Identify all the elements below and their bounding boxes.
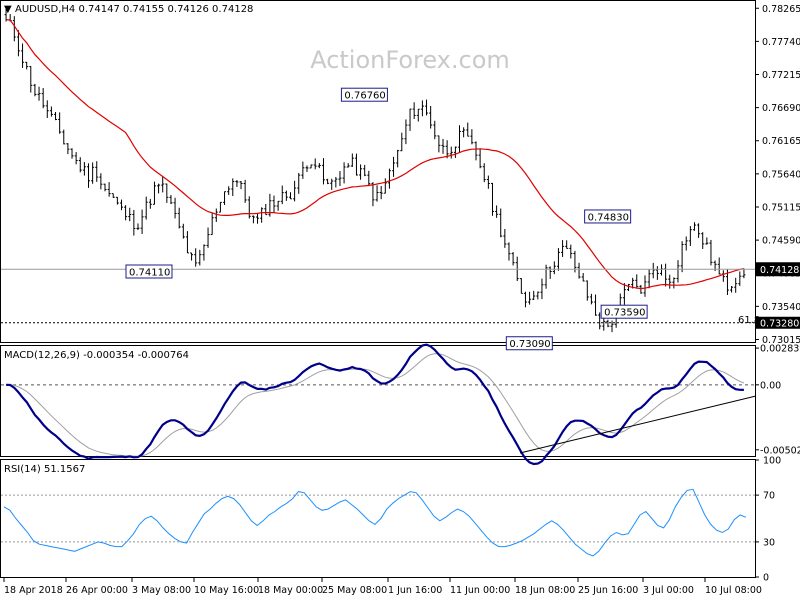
time-tick-label: 25 Jun 16:00 <box>578 585 638 596</box>
price-title-icon: ▼ <box>4 4 12 15</box>
price-tick-label: 0.76690 <box>762 103 800 114</box>
price-tick-label: 0.74590 <box>762 236 800 247</box>
watermark: ActionForex.com <box>310 46 510 74</box>
macd-line <box>6 343 744 466</box>
macd-tick-label: 0.002839 <box>760 344 800 355</box>
price-pane-frame <box>0 0 756 343</box>
price-layer: 0.76760 0.74110 0.74830 0.73590 0.73090 <box>1 7 755 351</box>
price-tick-label: 0.75640 <box>762 169 800 180</box>
fib-price-tag <box>756 316 800 329</box>
rsi-title: RSI(14) 51.1567 <box>4 464 85 475</box>
macd-tick-label: 0.00 <box>760 380 781 391</box>
rsi-tick-label: 0 <box>763 573 769 584</box>
rsi-tick-label: 70 <box>763 491 775 502</box>
annotation-box <box>125 264 173 279</box>
rsi-layer <box>1 488 755 557</box>
annotation-label: 0.73090 <box>509 339 550 350</box>
fib-price-label: 0.73280 <box>760 318 799 329</box>
price-tick-label: 0.73015 <box>762 335 800 346</box>
price-tick-label: 0.77215 <box>762 70 800 81</box>
rsi-tick-label: 100 <box>763 456 781 467</box>
macd-trendline <box>519 395 757 454</box>
annotation-box <box>340 87 388 102</box>
rsi-tick-label: 30 <box>763 537 775 548</box>
price-tick-label: 0.76165 <box>762 136 800 147</box>
time-tick-label: 3 May 08:00 <box>132 585 191 596</box>
macd-layer <box>1 343 757 466</box>
annotation-box <box>600 304 648 319</box>
time-tick-label: 18 Apr 2018 <box>4 585 63 596</box>
rsi-pane-frame <box>0 459 756 578</box>
annotation-label: 0.76760 <box>344 91 385 102</box>
time-tick-label: 10 Jul 08:00 <box>705 585 762 596</box>
annotation-label: 0.73590 <box>604 308 645 319</box>
fib-level-label: 61.8 <box>738 315 760 326</box>
time-tick-label: 1 Jun 16:00 <box>388 585 442 596</box>
macd-title: MACD(12,26,9) -0.000354 -0.000764 <box>4 350 189 361</box>
current-price-label: 0.74128 <box>760 265 799 276</box>
macd-signal-line <box>6 353 745 457</box>
time-tick-label: 11 Jun 00:00 <box>450 585 510 596</box>
price-tick-label: 0.78265 <box>762 4 800 15</box>
time-tick-label: 18 May 00:00 <box>258 585 323 596</box>
rsi-line <box>3 488 747 557</box>
annotation-box <box>505 336 553 351</box>
time-tick-label: 18 Jun 08:00 <box>515 585 575 596</box>
current-price-tag <box>756 262 800 277</box>
annotation-label: 0.74830 <box>588 212 629 223</box>
time-tick-label: 3 Jul 00:00 <box>643 585 694 596</box>
time-tick-label: 26 Apr 00:00 <box>66 585 128 596</box>
axis-layer: 0.78265 0.77740 0.77215 0.76690 0.76165 0.756… <box>3 4 800 596</box>
time-tick-label: 10 May 16:00 <box>194 585 259 596</box>
price-tick-label: 0.73540 <box>762 302 800 313</box>
price-title: AUDUSD,H4 0.74147 0.74155 0.74126 0.7412… <box>15 4 253 15</box>
macd-pane-frame <box>0 345 756 457</box>
annotation-label: 0.74110 <box>129 268 170 279</box>
price-tick-label: 0.77740 <box>762 37 800 48</box>
price-tick-label: 0.75115 <box>762 202 800 213</box>
annotation-box <box>584 209 632 224</box>
moving-average-line <box>6 19 745 290</box>
time-tick-label: 25 May 08:00 <box>322 585 387 596</box>
